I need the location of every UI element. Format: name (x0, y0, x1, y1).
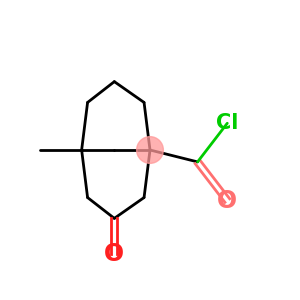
Circle shape (136, 136, 164, 164)
Text: Cl: Cl (216, 113, 239, 133)
Text: O: O (104, 242, 124, 266)
Text: O: O (217, 188, 237, 212)
